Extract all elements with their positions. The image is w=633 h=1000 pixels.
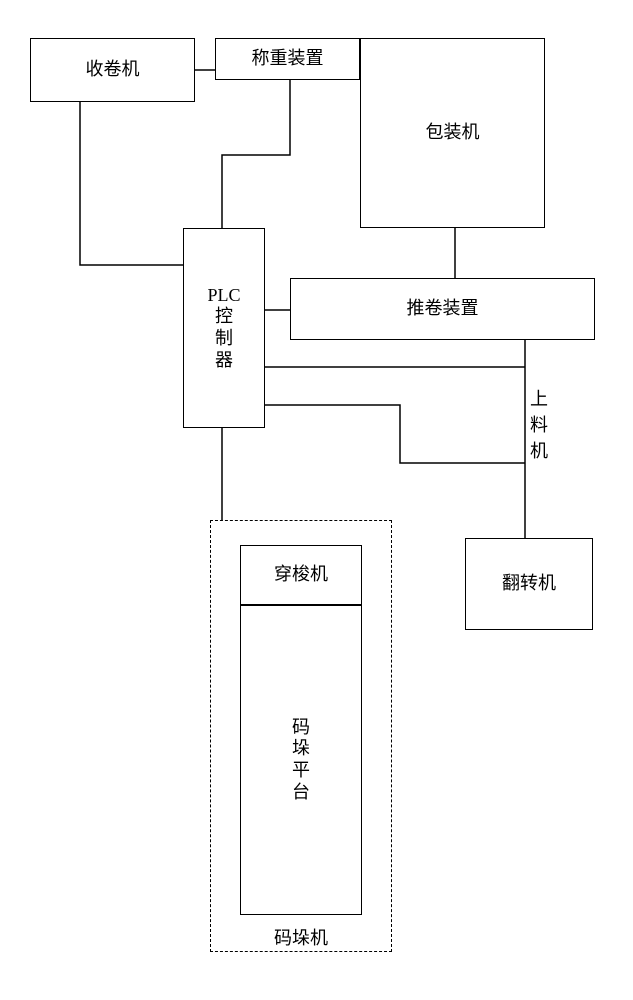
node-pusher: 推卷装置 [290,278,595,340]
label-feeder: 上 料 机 [530,385,548,463]
node-label: PLC 控 制 器 [207,285,240,371]
node-label: 称重装置 [252,48,324,70]
node-label: 推卷装置 [407,298,479,320]
group-stacker [210,520,392,952]
node-label: 包装机 [426,122,480,144]
node-plc: PLC 控 制 器 [183,228,265,428]
node-weigher: 称重装置 [215,38,360,80]
node-flipper: 翻转机 [465,538,593,630]
node-packer: 包装机 [360,38,545,228]
node-label: 收卷机 [86,59,140,81]
node-winder: 收卷机 [30,38,195,102]
node-label: 翻转机 [502,573,556,595]
diagram-canvas: 收卷机 称重装置 包装机 PLC 控 制 器 推卷装置 翻转机 穿梭机 码 垛 … [0,0,633,1000]
group-stacker-label: 码垛机 [210,924,392,950]
